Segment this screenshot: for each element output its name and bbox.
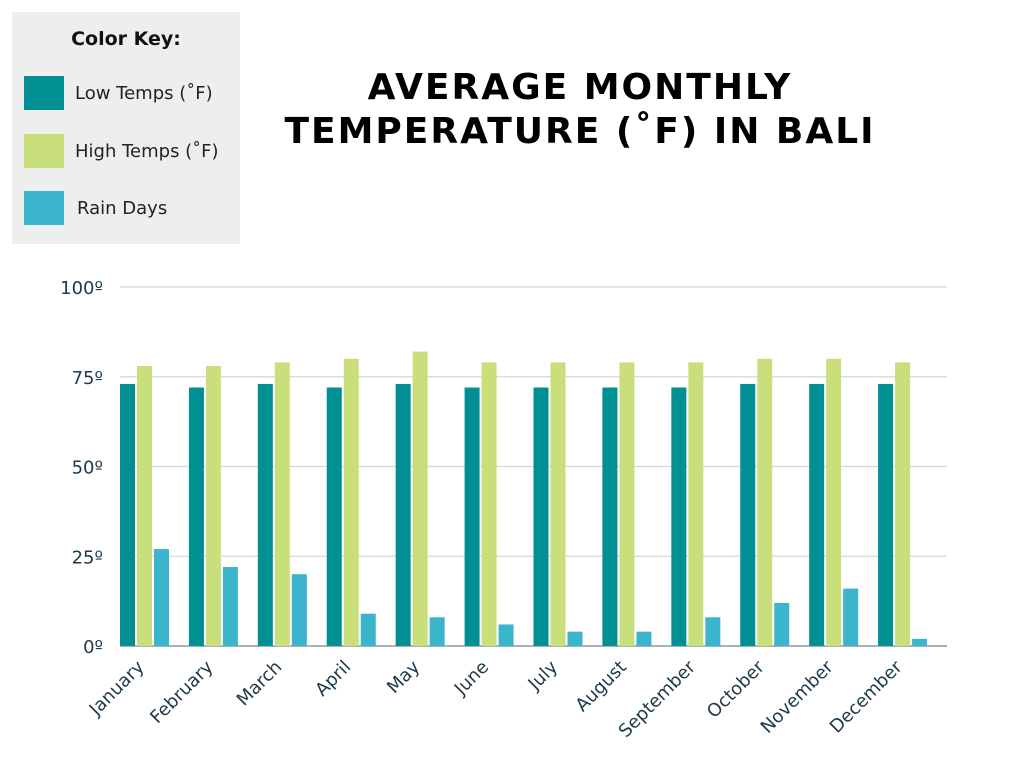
- legend-title: Color Key:: [71, 28, 181, 50]
- bar-high-temps-f--november: [826, 358, 842, 646]
- bar-low-temps-f--october: [740, 383, 756, 646]
- x-tick-label: July: [524, 656, 563, 695]
- bar-high-temps-f--july: [550, 362, 566, 646]
- bar-high-temps-f--december: [895, 362, 911, 646]
- y-tick-label: 0º: [83, 637, 103, 658]
- bar-low-temps-f--august: [602, 387, 618, 646]
- bar-rain-days-june: [498, 624, 514, 646]
- bar-high-temps-f--october: [757, 358, 773, 646]
- bar-low-temps-f--may: [395, 383, 411, 646]
- bar-high-temps-f--june: [481, 362, 497, 646]
- x-tick-label: December: [826, 656, 907, 737]
- bar-high-temps-f--august: [619, 362, 635, 646]
- chart-title: AVERAGE MONTHLY TEMPERATURE (˚F) IN BALI: [284, 67, 876, 152]
- legend-item-rain: Rain Days: [24, 191, 167, 225]
- bar-rain-days-july: [567, 631, 583, 646]
- bar-rain-days-november: [843, 588, 859, 646]
- bar-rain-days-february: [222, 567, 238, 646]
- bar-rain-days-march: [291, 574, 307, 646]
- legend-label: Low Temps (˚F): [75, 82, 213, 104]
- bar-low-temps-f--november: [809, 383, 825, 646]
- x-tick-label: November: [757, 656, 838, 737]
- legend-swatch: [24, 191, 64, 225]
- bar-low-temps-f--january: [120, 383, 135, 646]
- x-tick-label: January: [85, 656, 149, 720]
- legend-swatch: [24, 76, 64, 110]
- bar-low-temps-f--march: [257, 383, 273, 646]
- bar-rain-days-august: [636, 631, 652, 646]
- legend-swatch: [24, 134, 64, 168]
- bar-rain-days-april: [360, 613, 376, 646]
- bar-high-temps-f--september: [688, 362, 704, 646]
- bar-high-temps-f--may: [412, 351, 428, 646]
- bar-high-temps-f--february: [205, 365, 221, 646]
- y-tick-label: 50º: [72, 458, 103, 479]
- x-tick-label: April: [311, 657, 355, 701]
- bar-low-temps-f--september: [671, 387, 687, 646]
- y-tick-label: 25º: [72, 547, 103, 568]
- legend-label: High Temps (˚F): [75, 140, 219, 162]
- bar-high-temps-f--april: [343, 358, 359, 646]
- bar-low-temps-f--february: [188, 387, 204, 646]
- bar-rain-days-december: [912, 638, 928, 646]
- x-tick-label: March: [233, 657, 287, 711]
- legend-item-low: Low Temps (˚F): [24, 76, 213, 110]
- legend: Color Key: Low Temps (˚F) High Temps (˚F…: [12, 12, 240, 244]
- bar-low-temps-f--december: [878, 383, 894, 646]
- bar-low-temps-f--july: [533, 387, 549, 646]
- bar-low-temps-f--april: [326, 387, 342, 646]
- x-tick-label: February: [146, 656, 217, 727]
- x-tick-label: August: [572, 657, 631, 716]
- y-tick-label: 100º: [60, 278, 103, 299]
- x-tick-label: June: [450, 657, 493, 700]
- bar-rain-days-may: [429, 617, 445, 646]
- legend-item-high: High Temps (˚F): [24, 134, 219, 168]
- bar-rain-days-september: [705, 617, 721, 646]
- x-tick-label: October: [703, 656, 769, 722]
- bar-rain-days-october: [774, 602, 790, 646]
- bar-rain-days-january: [154, 549, 169, 646]
- bar-high-temps-f--january: [137, 365, 152, 646]
- legend-label: Rain Days: [77, 197, 168, 219]
- bar-low-temps-f--june: [464, 387, 480, 646]
- bar-high-temps-f--march: [274, 362, 290, 646]
- y-tick-label: 75º: [72, 368, 103, 389]
- x-tick-label: May: [383, 656, 424, 697]
